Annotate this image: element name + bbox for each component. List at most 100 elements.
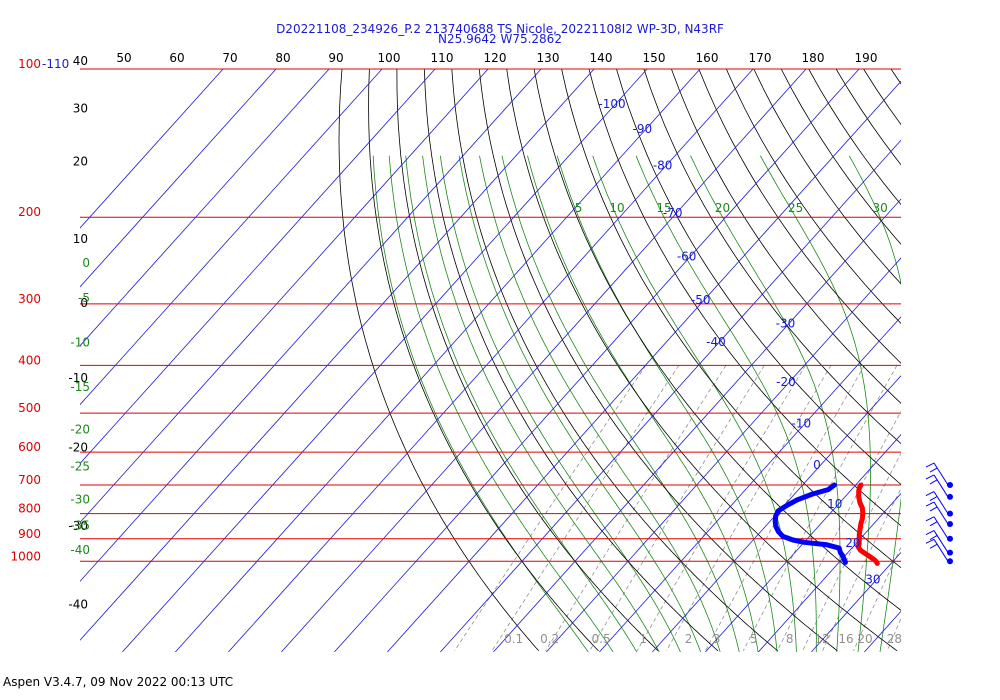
wind-barb-flag	[925, 530, 935, 536]
moist-adiabat-line	[690, 155, 841, 652]
moist-adiabat-line	[759, 155, 871, 652]
mixing-ratio-label: 1	[639, 632, 647, 646]
moist-adiabat-line	[458, 155, 702, 652]
wind-barb-flag	[925, 516, 935, 522]
mixing-ratio-line	[705, 365, 865, 651]
wind-barb-flag	[925, 474, 935, 480]
wind-barb-flag	[925, 501, 935, 507]
height-label: -10	[68, 371, 88, 385]
mixing-ratio-line	[589, 365, 765, 651]
wind-barb-staff	[933, 474, 949, 498]
pressure-label: 700	[18, 473, 41, 487]
moist-adiabat-line	[501, 155, 740, 652]
wind-barb-dot	[947, 558, 953, 565]
wind-barb-staff	[933, 539, 949, 562]
mixing-ratio-line	[822, 487, 901, 651]
dry-adiabat-line	[643, 69, 901, 445]
wind-barb-flag	[929, 535, 938, 541]
dry-adiabat-line	[973, 69, 1000, 651]
isotherm-label: 10	[827, 497, 842, 511]
height-label: 20	[73, 154, 88, 168]
isotherm-label: -50	[691, 293, 711, 307]
isotherm-label: -80	[653, 158, 673, 172]
pressure-label: 500	[18, 401, 41, 415]
wind-barb-staff	[933, 516, 949, 540]
isotherm-line	[80, 69, 383, 406]
top-tick-label: 120	[484, 51, 507, 65]
wet-bulb-label: 0	[82, 256, 90, 270]
wet-bulb-label: -20	[70, 422, 90, 436]
wet-bulb-label: -15	[70, 380, 90, 394]
top-tick-label: 170	[749, 51, 772, 65]
pressure-label: 1000	[10, 549, 41, 563]
isotherm-line	[281, 69, 807, 652]
dewpoint-profile	[772, 482, 848, 565]
wind-barb-flag	[925, 491, 935, 497]
isotherm-line	[80, 69, 542, 582]
isotherm-line	[493, 198, 901, 652]
temperature-profile	[855, 482, 880, 566]
pressure-lines	[80, 68, 901, 562]
isotherm-label: 0	[813, 458, 821, 472]
wind-barb-dot	[947, 521, 953, 528]
wet-bulb-label: -25	[70, 459, 90, 473]
dry-adiabat-line	[451, 69, 778, 652]
mixing-ratio-line	[853, 546, 901, 651]
dry-adiabat-line	[863, 69, 901, 126]
top-tick-label: 140	[590, 51, 613, 65]
height-label: 10	[73, 232, 88, 246]
isotherm-line	[758, 492, 901, 652]
isotherm-line	[705, 434, 901, 652]
pressure-label: 800	[18, 502, 41, 516]
mixing-ratio-line	[545, 365, 727, 652]
wind-barb-flag	[929, 543, 938, 549]
height-label: 40	[73, 54, 88, 68]
isotherm-line	[175, 69, 701, 652]
top-tick-label: 60	[169, 51, 184, 65]
top-tick-label: 130	[537, 51, 560, 65]
dry-adiabat-line	[835, 69, 901, 166]
wind-barb-flag	[929, 521, 938, 527]
isotherms	[80, 69, 901, 652]
moist-adiabat-line	[848, 155, 901, 652]
mixing-ratio-label: 3	[713, 632, 721, 646]
isotherm-line	[80, 69, 436, 465]
wet-bulb-label: -30	[70, 492, 90, 506]
top-tick-label: 180	[802, 51, 825, 65]
wind-barb-flag	[929, 479, 938, 485]
isotherm-line	[80, 69, 330, 347]
mixing-ratio-label: 0.2	[540, 632, 559, 646]
dry-adiabat-line	[588, 69, 901, 527]
isotherm-line	[80, 69, 595, 641]
moist-adiabat-line	[592, 155, 797, 652]
dry-adiabat-line	[698, 69, 901, 364]
wind-barb-flag	[929, 467, 938, 473]
isotherm-line	[546, 257, 901, 652]
isotherm-label: -70	[663, 206, 683, 220]
dry-adiabat-line	[808, 69, 901, 206]
chart-title-line2: N25.9642 W75.2862	[438, 32, 562, 46]
pressure-top-extra-label: -110	[42, 57, 69, 71]
dry-adiabat-line	[890, 69, 901, 85]
isotherm-label: 20	[845, 536, 860, 550]
mixing-ratio-line	[636, 365, 806, 651]
wind-barb-staff	[933, 530, 949, 553]
isotherm-line	[122, 69, 648, 652]
isotherm-line	[228, 69, 754, 652]
top-tick-label: 150	[643, 51, 666, 65]
dry-adiabat-line	[338, 69, 540, 652]
top-tick-label: 160	[696, 51, 719, 65]
pressure-label: 900	[18, 527, 41, 541]
wind-barb-dot	[947, 482, 953, 489]
moist-adiabat-line	[372, 155, 589, 652]
moist-adiabat-label: 10	[609, 201, 624, 215]
isotherm-line	[652, 375, 901, 652]
top-tick-label: 110	[431, 51, 454, 65]
moist-adiabat-label: 25	[788, 201, 803, 215]
mixing-ratio-label: 5	[750, 632, 758, 646]
mixing-ratio-label: 16	[838, 632, 853, 646]
isotherm-line	[811, 551, 901, 652]
height-label: 30	[73, 102, 88, 116]
wind-barb-staff	[933, 491, 949, 514]
